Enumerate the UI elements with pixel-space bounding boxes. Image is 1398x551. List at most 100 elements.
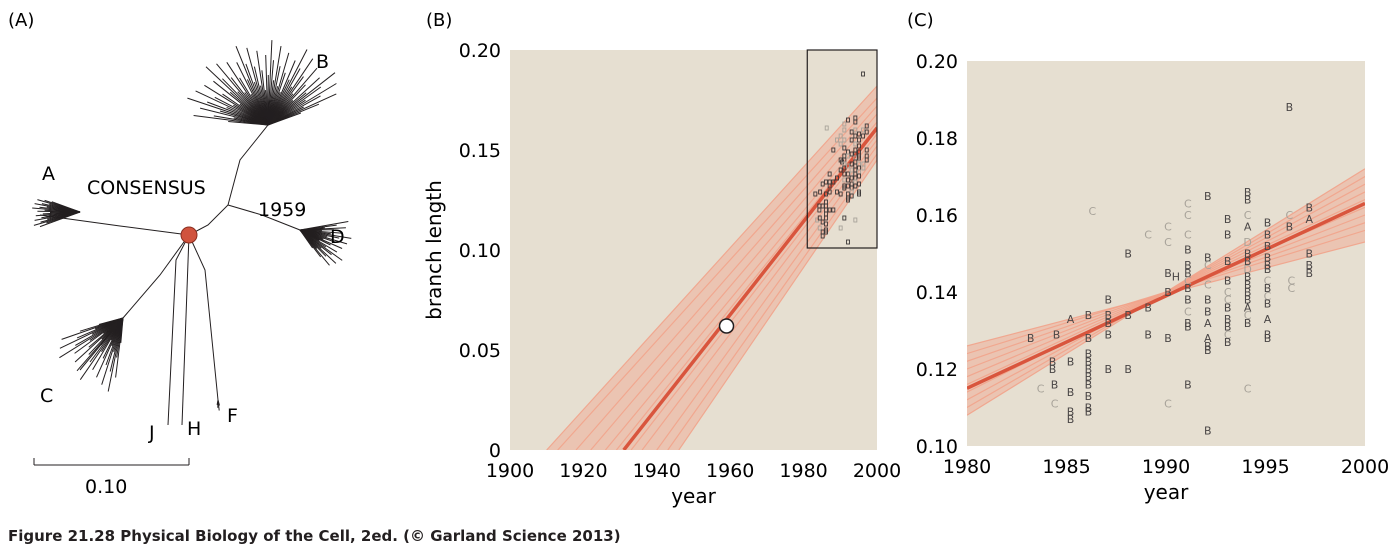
data-point-label: B [1085,402,1093,415]
data-point [835,175,839,181]
x-tick-label: 1920 [559,460,607,482]
data-point-label: B [1244,194,1252,207]
y-tick-label: 0.10 [916,436,958,458]
branch-j [167,234,190,426]
plot-area: BCBBBCBABBBBBBBBBBBBBBCBBBBBBBBCBBCCBBBC… [967,101,1365,438]
data-point-label: B [1224,301,1232,314]
data-point [827,183,832,189]
y-tick-label: 0 [489,440,501,462]
data-point-label: B [1124,309,1132,322]
clade-b-leaf [226,62,269,126]
data-point [835,137,839,143]
data-point [824,229,828,235]
data-point-label: B [1144,301,1152,314]
data-point-label: C [1288,274,1296,287]
ensemble-line [641,139,877,450]
data-point-label: B [1264,282,1272,295]
data-point-label: B [1053,328,1061,341]
data-point [861,127,866,133]
data-point-label: B [1184,282,1192,295]
panel-c-label: (C) [907,10,934,31]
x-tick-label: 2000 [1341,456,1389,478]
data-point-label: C [1184,305,1192,318]
data-point [857,137,861,143]
clade-c-leaf [120,317,124,343]
data-point [817,215,822,221]
clade-f-leaf [217,399,220,406]
data-point-label: B [1049,355,1057,368]
data-point-label: B [1224,321,1232,334]
scale-bar [33,458,190,466]
panel-b-label: (B) [426,10,452,31]
data-point-label: C [1184,197,1192,210]
figure-caption: Figure 21.28 Physical Biology of the Cel… [8,527,621,545]
x-tick-label: 1980 [943,456,991,478]
ensemble-line [967,168,1365,416]
data-point-label: B [1264,298,1272,311]
data-point-label: B [1085,332,1093,345]
data-point-label: C [1204,259,1212,272]
data-point-label: D [1243,263,1251,276]
consensus-label: CONSENSUS [87,177,206,199]
data-point [846,117,850,123]
data-point [853,119,858,125]
data-point-label: B [1264,263,1272,276]
consensus-root-node [180,226,198,244]
y-tick-label: 0.20 [459,40,501,62]
data-point [824,125,829,131]
x-axis-label: year [671,484,716,508]
data-point-label: B [1264,259,1272,272]
x-tick-label: 1995 [1241,456,1289,478]
data-point [824,179,828,185]
ensemble-line [667,153,877,450]
clade-b-leaf [228,121,269,126]
data-point-label: B [1049,363,1057,376]
data-point [831,179,836,185]
x-tick-label: 2000 [853,460,901,482]
branch-c-trunk [79,234,190,371]
data-point-label: B [1244,286,1252,299]
data-point-label: B [1124,248,1132,261]
data-point [849,175,854,181]
data-point-label: B [1244,248,1252,261]
data-point [842,127,847,133]
data-point [842,177,847,183]
data-point-label: B [1105,294,1113,307]
data-point-label: B [1204,294,1212,307]
ensemble-line [604,121,877,450]
data-point-label: B [1204,190,1212,203]
data-point [846,177,850,183]
branch-h [181,234,190,426]
y-axis-label: branch length [422,180,446,320]
clade-a-leaf [39,211,81,228]
x-tick-label: 1980 [779,460,827,482]
data-point [831,147,836,153]
data-point-label: B [1244,317,1252,330]
data-point [849,161,854,167]
data-point-label: A [1204,332,1212,345]
data-point-label: B [1164,332,1172,345]
ensemble-line [678,159,877,450]
data-point [853,127,858,133]
data-point-label: B [1244,294,1252,307]
data-point-label: B [1184,259,1192,272]
y-tick-label: 0.16 [916,205,958,227]
data-point-label: B [1224,313,1232,326]
data-point-label: B [1051,378,1059,391]
data-point [842,185,847,191]
data-point-label: B [1286,221,1294,234]
data-point-label: B [1105,328,1113,341]
data-point-label: B [1027,332,1035,345]
data-point-label: C [1244,309,1252,322]
data-point [835,189,839,195]
data-point [857,131,861,137]
ensemble-band [967,168,1365,416]
data-point [849,193,854,199]
data-point-label: B [1264,251,1272,264]
data-point-label: C [1288,282,1296,295]
data-point [846,183,850,189]
data-point [864,147,869,153]
y-tick-label: 0.05 [459,340,501,362]
data-point [846,239,850,245]
data-point [824,191,828,197]
